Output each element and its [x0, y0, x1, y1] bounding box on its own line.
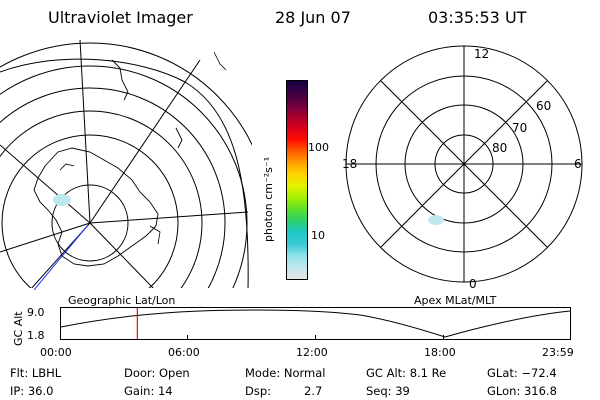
geographic-map [0, 40, 252, 290]
info-glat: GLat: −72.4 [487, 366, 557, 380]
altitude-xtick-2359: 23:59 [542, 346, 574, 359]
polar-map: 12 18 6 0 60 70 80 [342, 45, 583, 291]
apex-label: Apex MLat/MLT [414, 294, 497, 307]
mlat-label-70: 70 [512, 121, 527, 135]
colorbar-tick-100: 100 [308, 141, 329, 154]
info-flt: Flt: LBHL [10, 366, 62, 380]
altitude-plot [60, 307, 571, 340]
info-mode: Mode: Normal [245, 366, 326, 380]
altitude-xtick-0000: 00:00 [40, 346, 72, 359]
altitude-xtick-0600: 06:00 [168, 346, 200, 359]
instrument-title: Ultraviolet Imager [48, 8, 193, 27]
time-label: 03:35:53 UT [428, 8, 527, 27]
info-seq: Seq: 39 [366, 384, 410, 398]
satellite-track [33, 224, 89, 290]
mlt-label-6: 6 [574, 157, 582, 171]
info-dsp-label: Dsp: [245, 384, 272, 398]
altitude-trace [60, 309, 571, 338]
info-gain: Gain: 14 [124, 384, 173, 398]
colorbar-label: photon cm⁻²s⁻¹ [262, 156, 275, 242]
info-dsp-value: 2.7 [304, 384, 323, 398]
colorbar-tick-10: 10 [311, 229, 325, 242]
altitude-ytick-low: 1.8 [27, 329, 45, 342]
mlat-label-80: 80 [492, 141, 507, 155]
aurora-patch-geo [53, 194, 71, 206]
mlat-label-60: 60 [536, 99, 551, 113]
color-scale-bar [286, 80, 308, 280]
altitude-xtick-1200: 12:00 [296, 346, 328, 359]
mlt-label-0: 0 [469, 277, 477, 291]
info-door: Door: Open [124, 366, 190, 380]
altitude-xtick-1800: 18:00 [424, 346, 456, 359]
altitude-ytick-high: 9.0 [27, 306, 45, 319]
info-gc-alt: GC Alt: 8.1 Re [366, 366, 447, 380]
geographic-label: Geographic Lat/Lon [68, 294, 176, 307]
mlt-label-18: 18 [342, 157, 357, 171]
altitude-ylabel: GC Alt [12, 311, 25, 346]
info-glon: GLon: 316.8 [487, 384, 557, 398]
mlt-label-12: 12 [474, 47, 489, 61]
date-label: 28 Jun 07 [275, 8, 351, 27]
info-ip: IP: 36.0 [10, 384, 54, 398]
aurora-patch-polar [428, 215, 444, 225]
